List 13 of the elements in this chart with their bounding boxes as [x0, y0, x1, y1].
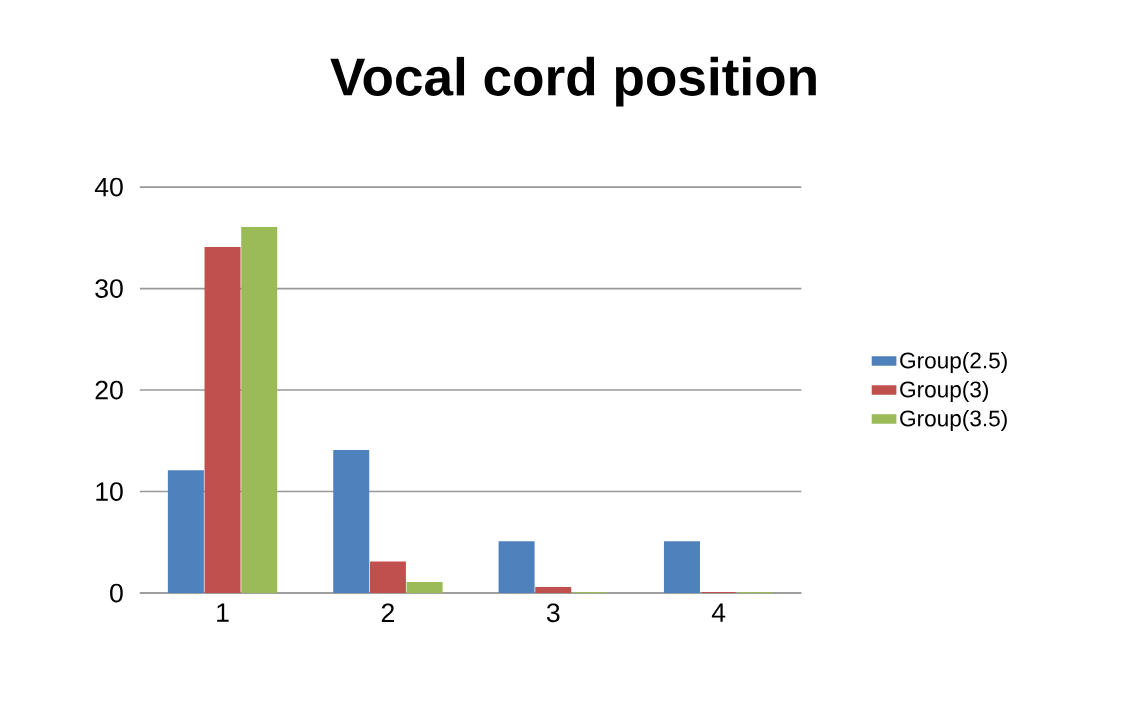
- x-tick-label: 1: [217, 603, 229, 622]
- x-tick-label: 3: [546, 603, 560, 623]
- y-tick-label: 20: [95, 380, 123, 400]
- y-tick-label: 30: [95, 279, 123, 298]
- legend-label: Group(3): [900, 380, 988, 402]
- y-tick-label: 40: [94, 177, 123, 197]
- x-tick-label: 4: [711, 603, 726, 622]
- chart-title: Vocal cord position: [330, 56, 816, 107]
- y-tick-label: 10: [96, 482, 123, 501]
- legend-label: Group(2.5): [900, 351, 1007, 373]
- legend-label: Group(3.5): [900, 409, 1007, 431]
- y-tick-label: 0: [110, 583, 123, 603]
- x-tick-label: 2: [381, 603, 394, 622]
